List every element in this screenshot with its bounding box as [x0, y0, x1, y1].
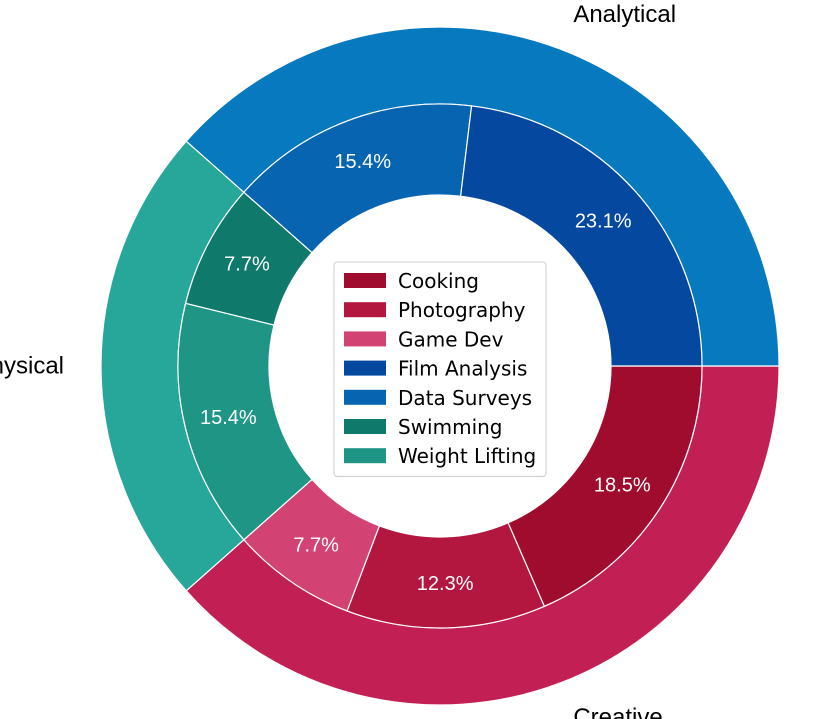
- legend-swatch-film-analysis: [344, 360, 386, 376]
- percent-label-cooking: 18.5%: [594, 475, 651, 497]
- outer-label-creative: Creative: [573, 704, 662, 719]
- outer-ring-labels: Creative Physical Analytical: [0, 1, 676, 719]
- percent-label-weight-lifting: 15.4%: [200, 407, 257, 429]
- legend-label-data-surveys: Data Surveys: [398, 386, 532, 410]
- legend-swatch-data-surveys: [344, 389, 386, 405]
- legend-swatch-cooking: [344, 273, 386, 288]
- percent-label-photography: 12.3%: [417, 573, 474, 595]
- legend-swatch-photography: [344, 302, 386, 318]
- legend-swatch-swimming: [344, 419, 386, 434]
- legend-label-film-analysis: Film Analysis: [398, 357, 527, 381]
- legend-frame: [333, 261, 547, 477]
- inner-ring: [177, 103, 703, 629]
- legend-label-swimming: Swimming: [398, 415, 503, 439]
- percent-label-swimming: 7.7%: [224, 254, 270, 276]
- percent-label-film-analysis: 23.1%: [575, 210, 632, 232]
- legend-label-photography: Photography: [398, 298, 526, 322]
- percent-label-data-surveys: 15.4%: [334, 151, 391, 173]
- legend: Cooking Photography Game Dev Film Analysis D…: [333, 261, 547, 477]
- legend-label-cooking: Cooking: [398, 269, 479, 293]
- outer-label-analytical: Analytical: [573, 1, 676, 28]
- inner-ring-percent-labels: 18.5% 12.3% 7.7% 15.4% 7.7% 15.4% 23.1%: [200, 151, 651, 595]
- outer-label-physical: Physical: [0, 353, 64, 380]
- legend-label-game-dev: Game Dev: [398, 327, 504, 351]
- inner-slice-film-analysis: [459, 105, 703, 367]
- legend-swatch-game-dev: [344, 331, 386, 347]
- percent-label-game-dev: 7.7%: [293, 534, 339, 556]
- legend-label-weight-lifting: Weight Lifting: [398, 444, 536, 468]
- legend-swatch-weight-lifting: [344, 448, 386, 464]
